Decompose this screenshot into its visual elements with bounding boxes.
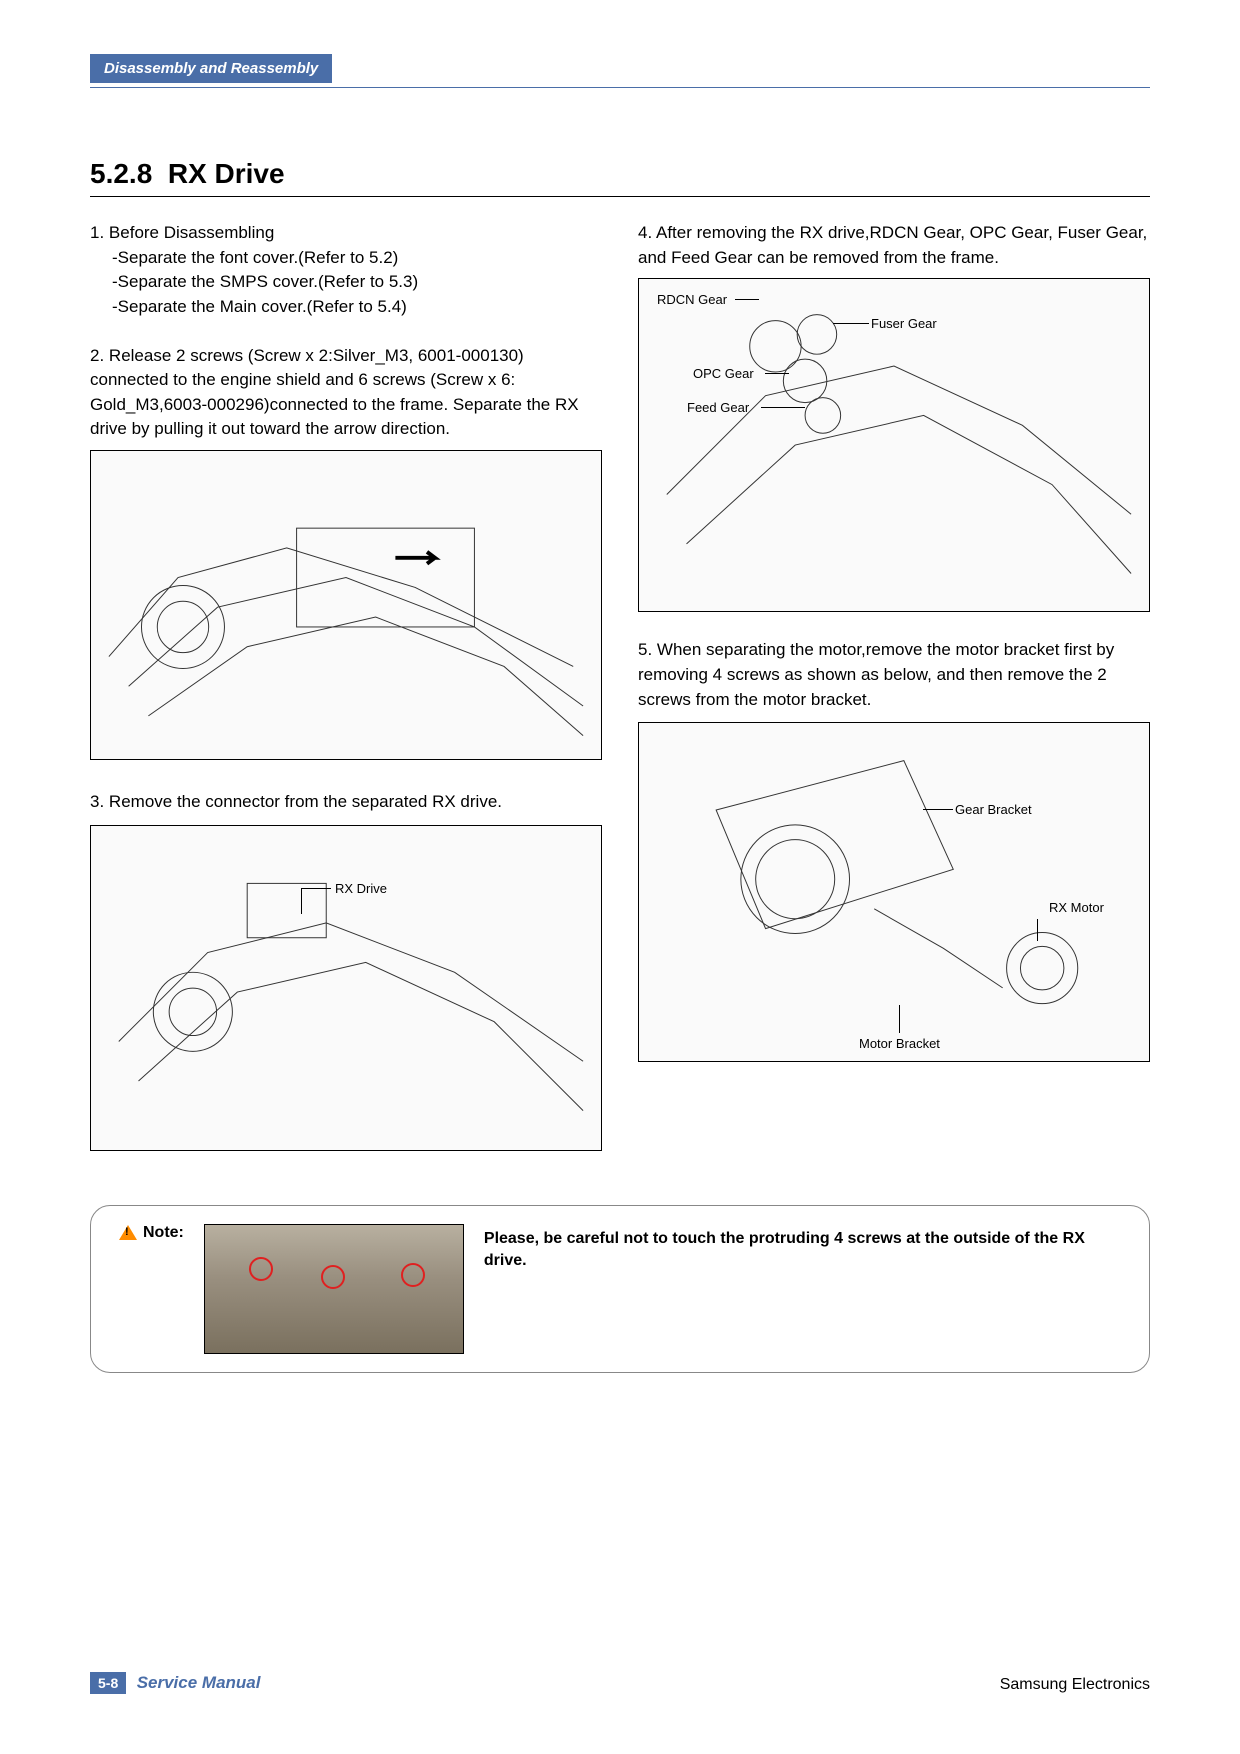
label-rx-drive: RX Drive: [335, 880, 387, 899]
note-label: Note:: [119, 1224, 184, 1242]
section-title: 5.2.8 RX Drive: [90, 158, 1150, 190]
section-divider: [90, 196, 1150, 197]
footer: 5-8 Service Manual Samsung Electronics: [90, 1672, 1150, 1694]
page-number: 5-8: [90, 1672, 126, 1694]
step-1-num: 1.: [90, 223, 104, 242]
manual-label: Service Manual: [137, 1673, 261, 1692]
callout-line: [765, 373, 789, 374]
section-number: 5.2.8: [90, 158, 152, 189]
footer-left: 5-8 Service Manual: [90, 1672, 260, 1694]
highlight-circle-icon: [249, 1257, 273, 1281]
callout-line: [899, 1005, 900, 1033]
section-heading: RX Drive: [168, 158, 285, 189]
step-3-num: 3.: [90, 792, 104, 811]
step-1: 1. Before Disassembling -Separate the fo…: [90, 221, 602, 320]
note-photo: [204, 1224, 464, 1354]
header-divider: [90, 87, 1150, 88]
callout-line: [923, 809, 953, 810]
callout-line: [833, 323, 869, 324]
label-rx-motor: RX Motor: [1049, 899, 1104, 918]
step-4: 4. After removing the RX drive,RDCN Gear…: [638, 221, 1150, 612]
callout-line: [301, 888, 302, 914]
figure-step5: Gear Bracket RX Motor Motor Bracket: [638, 722, 1150, 1062]
step-5-num: 5.: [638, 640, 652, 659]
callout-line: [301, 888, 331, 889]
step-2-num: 2.: [90, 346, 104, 365]
step-2-text: Release 2 screws (Screw x 2:Silver_M3, 6…: [90, 346, 579, 439]
label-gear-bracket: Gear Bracket: [955, 801, 1032, 820]
label-motor-bracket: Motor Bracket: [859, 1035, 940, 1054]
callout-line: [1037, 919, 1038, 941]
label-opc-gear: OPC Gear: [693, 365, 754, 384]
highlight-circle-icon: [401, 1263, 425, 1287]
left-column: 1. Before Disassembling -Separate the fo…: [90, 221, 602, 1175]
drawing-placeholder-icon: [647, 731, 1141, 1062]
footer-company: Samsung Electronics: [1000, 1676, 1150, 1694]
step-1-text: Before Disassembling: [109, 223, 274, 242]
step-4-num: 4.: [638, 223, 652, 242]
note-text: Please, be careful not to touch the prot…: [484, 1224, 1125, 1273]
step-2: 2. Release 2 screws (Screw x 2:Silver_M3…: [90, 344, 602, 761]
step-1-sub3: -Separate the Main cover.(Refer to 5.4): [90, 295, 602, 320]
breadcrumb: Disassembly and Reassembly: [90, 54, 332, 83]
highlight-circle-icon: [321, 1265, 345, 1289]
figure-step3: RX Drive: [90, 825, 602, 1151]
label-feed-gear: Feed Gear: [687, 399, 749, 418]
step-4-text: After removing the RX drive,RDCN Gear, O…: [638, 223, 1147, 267]
figure-step4: RDCN Gear Fuser Gear OPC Gear Feed Gear: [638, 278, 1150, 612]
figure-step2: [90, 450, 602, 760]
step-1-sub1: -Separate the font cover.(Refer to 5.2): [90, 246, 602, 271]
step-1-sub2: -Separate the SMPS cover.(Refer to 5.3): [90, 270, 602, 295]
right-column: 4. After removing the RX drive,RDCN Gear…: [638, 221, 1150, 1175]
callout-line: [761, 407, 805, 408]
step-5: 5. When separating the motor,remove the …: [638, 638, 1150, 1062]
step-5-text: When separating the motor,remove the mot…: [638, 640, 1114, 708]
callout-line: [735, 299, 759, 300]
warning-icon: [119, 1225, 137, 1240]
step-3-text: Remove the connector from the separated …: [109, 792, 502, 811]
label-fuser-gear: Fuser Gear: [871, 315, 937, 334]
drawing-placeholder-icon: [99, 459, 593, 755]
step-3: 3. Remove the connector from the separat…: [90, 790, 602, 1151]
note-label-text: Note:: [143, 1224, 184, 1242]
drawing-placeholder-icon: [647, 287, 1141, 612]
note-box: Note: Please, be careful not to touch th…: [90, 1205, 1150, 1373]
label-rdcn-gear: RDCN Gear: [657, 291, 727, 310]
